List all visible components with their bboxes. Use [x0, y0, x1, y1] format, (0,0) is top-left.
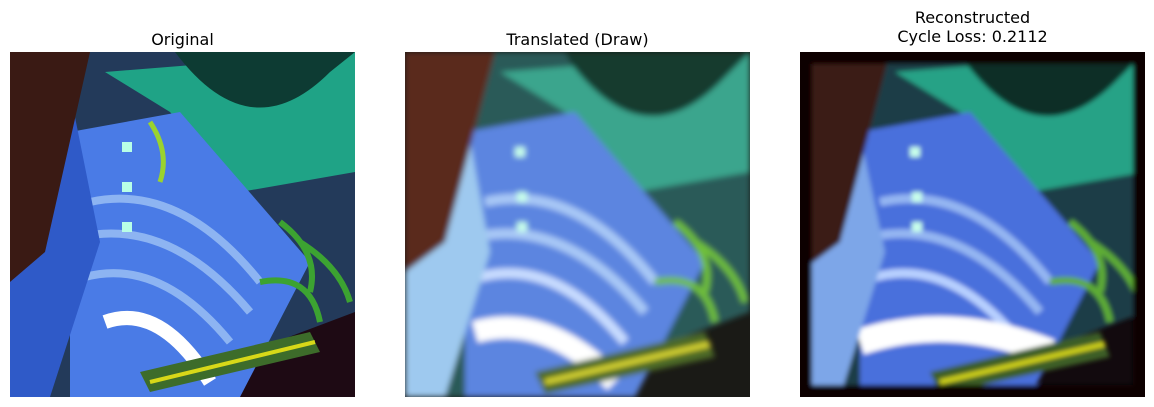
translated-image: [405, 52, 750, 397]
panel-title: Original: [151, 30, 214, 49]
panel-translated: Translated (Draw): [405, 0, 750, 407]
original-image: [10, 52, 355, 397]
translated-image-art: [405, 52, 750, 397]
reconstructed-image-art: [800, 52, 1145, 397]
panel-original: Original: [10, 0, 355, 407]
panel-title: Reconstructed Cycle Loss: 0.2112: [897, 8, 1048, 46]
reconstructed-image: [800, 52, 1145, 397]
panel-title: Translated (Draw): [506, 30, 649, 49]
original-image-art: [10, 52, 355, 397]
panel-reconstructed: Reconstructed Cycle Loss: 0.2112: [800, 0, 1145, 407]
